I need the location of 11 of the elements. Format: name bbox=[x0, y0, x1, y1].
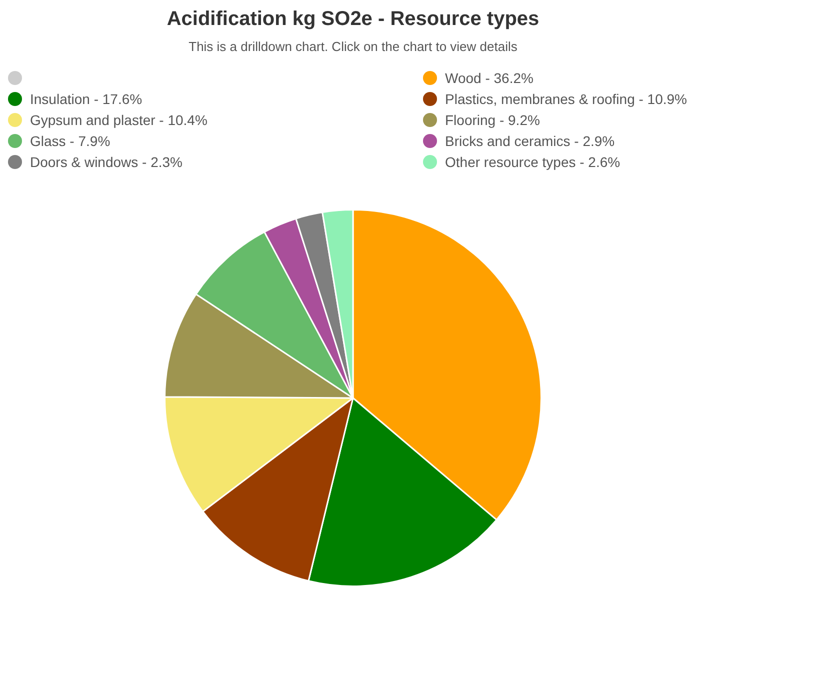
legend-label: Flooring - 9.2% bbox=[445, 112, 540, 128]
legend-label: Other resource types - 2.6% bbox=[445, 154, 620, 170]
legend-label: Plastics, membranes & roofing - 10.9% bbox=[445, 90, 687, 106]
legend-label: Wood - 36.2% bbox=[445, 70, 534, 86]
legend-label: Gypsum and plaster - 10.4% bbox=[30, 112, 208, 128]
legend-label: Insulation - 17.6% bbox=[30, 90, 142, 106]
chart-title: Acidification kg SO2e - Resource types bbox=[166, 8, 540, 31]
legend-label: Doors & windows - 2.3% bbox=[30, 154, 183, 170]
legend-label: Bricks and ceramics - 2.9% bbox=[445, 132, 615, 148]
legend-label: Glass - 7.9% bbox=[30, 132, 110, 148]
chart-subtitle: This is a drilldown chart. Click on the chart to view details bbox=[188, 39, 518, 54]
